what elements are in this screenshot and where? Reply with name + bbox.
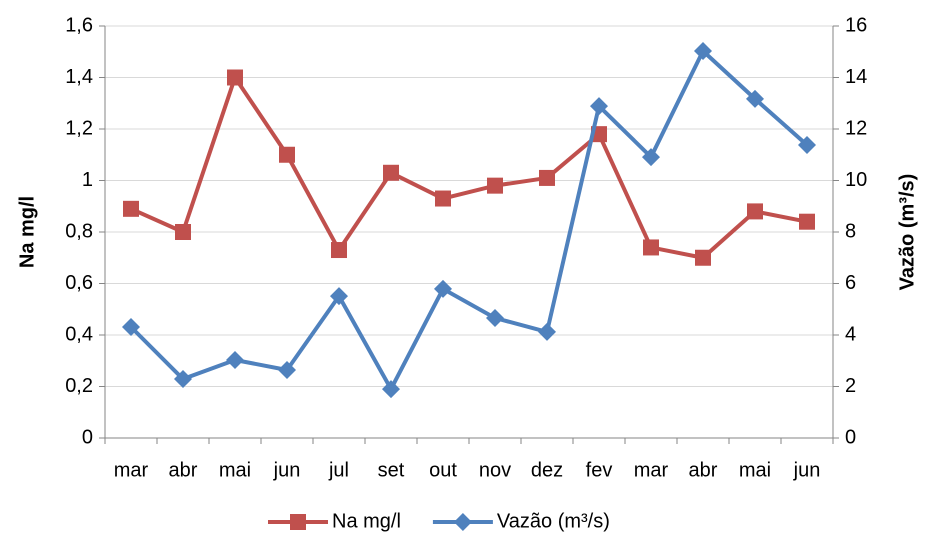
y2-axis-title: Vazão (m³/s) (896, 174, 918, 291)
marker (123, 200, 139, 217)
x-tick-label: set (378, 459, 405, 481)
marker (538, 322, 556, 341)
marker (642, 148, 660, 167)
marker (695, 249, 711, 266)
y-tick-label: 0,4 (65, 323, 93, 345)
x-tick-label: nov (479, 459, 511, 481)
marker (175, 224, 191, 240)
line (129, 48, 809, 392)
x-tick-label: mai (219, 459, 251, 481)
y2-tick-label: 4 (845, 323, 856, 345)
marker (122, 318, 140, 337)
marker (746, 89, 764, 108)
legend-label: Vazão (m³/s) (497, 510, 610, 532)
x-tick-label: fev (586, 459, 613, 481)
marker (174, 370, 192, 389)
marker (290, 514, 306, 530)
y-tick-label: 0,8 (65, 220, 93, 242)
y-tick-label: 0,2 (65, 375, 93, 397)
y-tick-label: 0 (82, 426, 93, 448)
y2-tick-label: 2 (845, 375, 856, 397)
marker (382, 380, 400, 399)
marker (539, 169, 555, 186)
y2-tick-label: 14 (845, 66, 867, 88)
marker (799, 213, 815, 230)
x-tick-label: mar (634, 459, 669, 481)
marker (798, 135, 816, 154)
marker (330, 287, 348, 306)
x-tick-label: jun (273, 459, 301, 481)
legend-label: Na mg/l (332, 510, 401, 532)
marker (694, 41, 712, 60)
y2-tick-label: 8 (845, 220, 856, 242)
marker (486, 309, 504, 328)
marker (590, 97, 608, 116)
y-tick-label: 0,6 (65, 272, 93, 294)
x-tick-label: jun (793, 459, 821, 481)
marker (227, 69, 243, 86)
y2-tick-label: 0 (845, 426, 856, 448)
y-tick-label: 1,2 (65, 117, 93, 139)
marker (453, 513, 472, 531)
x-tick-label: mar (114, 459, 149, 481)
marker (747, 203, 763, 220)
marker (278, 361, 296, 380)
marker (643, 239, 659, 256)
x-tick-label: abr (689, 459, 718, 481)
marker (226, 350, 244, 369)
y2-tick-label: 10 (845, 169, 867, 191)
marker (487, 177, 503, 194)
y-tick-label: 1 (82, 169, 93, 191)
x-tick-label: mai (739, 459, 771, 481)
line (130, 75, 808, 260)
x-tick-label: dez (531, 459, 563, 481)
y-tick-label: 1,6 (65, 14, 93, 36)
marker (435, 190, 451, 207)
marker (434, 279, 452, 298)
y2-tick-label: 6 (845, 272, 856, 294)
y-axis-title: Na mg/l (16, 196, 38, 268)
x-tick-label: out (429, 459, 457, 481)
y-tick-label: 1,4 (65, 66, 93, 88)
x-tick-label: jul (328, 459, 349, 481)
x-tick-label: abr (169, 459, 198, 481)
marker (331, 242, 347, 259)
marker (279, 146, 295, 163)
y2-tick-label: 16 (845, 14, 867, 36)
marker (383, 164, 399, 181)
y2-tick-label: 12 (845, 117, 867, 139)
